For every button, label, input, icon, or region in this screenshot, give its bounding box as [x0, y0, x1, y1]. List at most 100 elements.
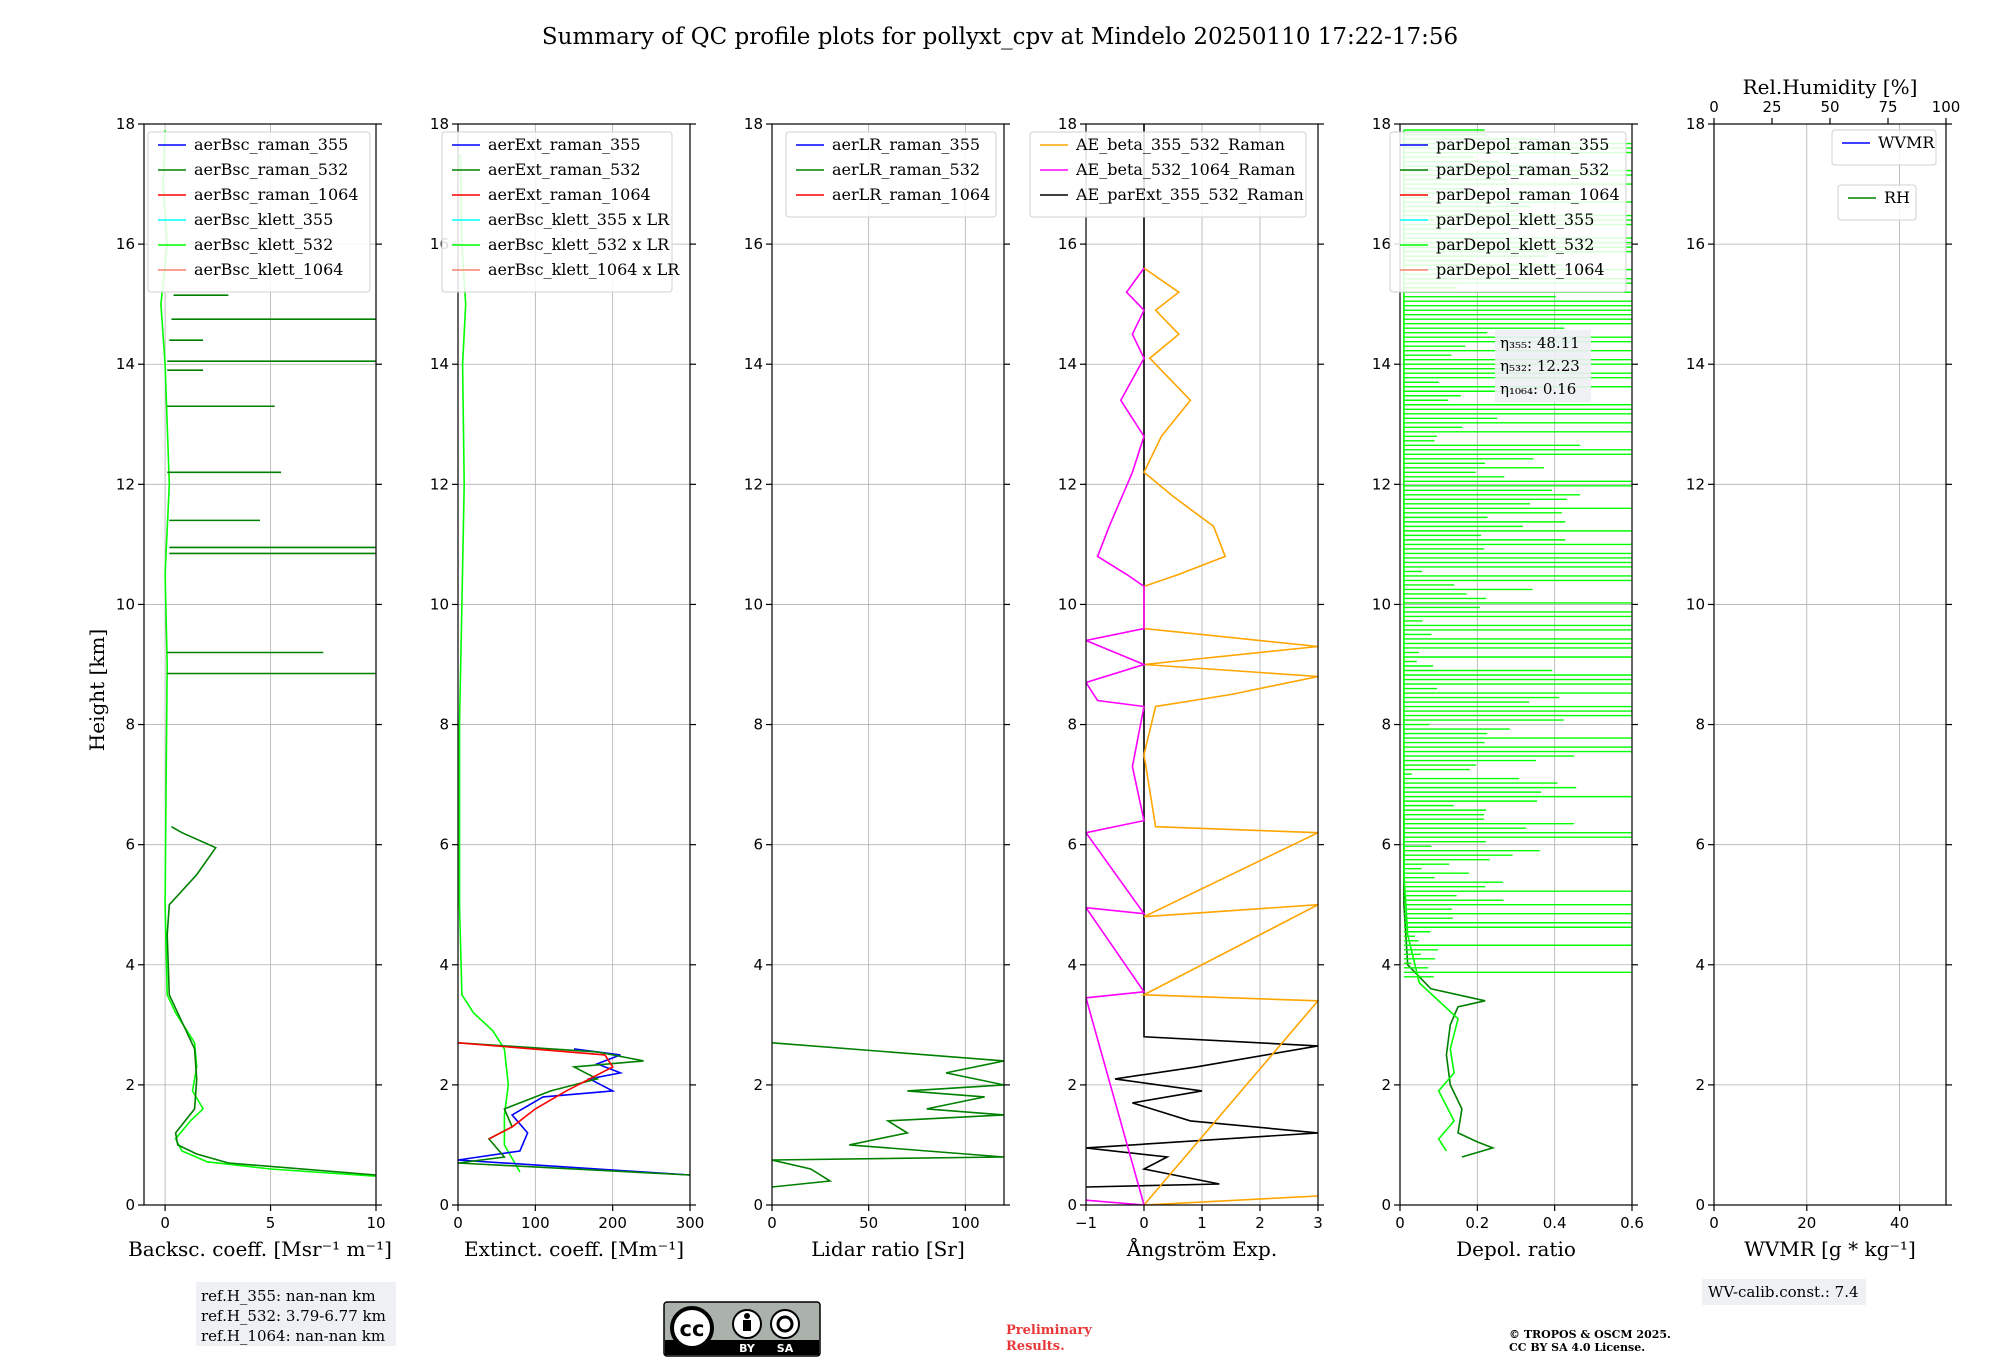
y-tick-label: 6	[439, 836, 449, 854]
axes-frame	[771, 123, 1005, 1206]
cc-icon	[670, 1306, 714, 1350]
top-x-tick-label: 75	[1878, 98, 1897, 116]
legend-entry: aerBsc_raman_1064	[194, 185, 359, 204]
legend-entry: WVMR	[1878, 133, 1935, 152]
y-tick-label: 18	[1372, 115, 1391, 133]
y-tick-label: 18	[116, 115, 135, 133]
x-tick-label: 300	[676, 1214, 705, 1232]
x-tick-label: 2	[1255, 1214, 1265, 1232]
x-tick-label: −1	[1075, 1214, 1097, 1232]
y-tick-label: 18	[1058, 115, 1077, 133]
y-tick-label: 2	[1067, 1076, 1077, 1094]
y-tick-label: 8	[439, 716, 449, 734]
series-aerLR_raman_532	[772, 1042, 1004, 1188]
legend-entry: parDepol_klett_1064	[1436, 260, 1605, 279]
legend-entry: parDepol_raman_355	[1436, 135, 1609, 154]
y-tick-label: 8	[753, 716, 763, 734]
series-aerBsc_raman_532	[166, 826, 376, 1176]
series-AE_parExt_355_532_Raman	[1086, 124, 1318, 1188]
y-tick-label: 2	[1381, 1076, 1391, 1094]
cc-sa-label: SA	[777, 1342, 794, 1355]
legend-entry: AE_beta_532_1064_Raman	[1075, 160, 1295, 179]
y-tick-label: 12	[116, 475, 135, 493]
legend-entry: aerLR_raman_532	[832, 160, 980, 179]
y-tick-label: 0	[1067, 1196, 1077, 1214]
y-tick-label: 14	[744, 355, 763, 373]
eta-note: η₃₅₅: 48.11 η₅₃₂: 12.23 η₁₀₆₄: 0.16	[1495, 330, 1591, 402]
y-tick-label: 14	[430, 355, 449, 373]
panel-bsc: 0 5 10 0 2 4 6 8 10 12 14 16 18 Backsc. coeff. [Msr⁻¹…	[116, 115, 392, 1261]
y-tick-label: 16	[116, 235, 135, 253]
top-x-tick-label: 50	[1820, 98, 1839, 116]
top-x-tick-label: 25	[1762, 98, 1781, 116]
top-x-axis-label: Rel.Humidity [%]	[1743, 75, 1918, 99]
legend-entry: parDepol_raman_532	[1436, 160, 1609, 179]
sa-share-icon	[770, 1309, 800, 1339]
x-tick-label: 1	[1197, 1214, 1207, 1232]
y-tick-label: 10	[744, 595, 763, 613]
y-tick-label: 18	[1686, 115, 1705, 133]
y-tick-label: 0	[753, 1196, 763, 1214]
legend-entry: aerBsc_klett_532 x LR	[488, 235, 670, 254]
x-tick-label: 100	[951, 1214, 980, 1232]
legend-entry: aerExt_raman_355	[488, 135, 641, 154]
series-aerExt_raman_355	[458, 1048, 690, 1176]
legend-entry: aerBsc_klett_532	[194, 235, 333, 254]
ref-h-532: ref.H_532: 3.79-6.77 km	[201, 1307, 386, 1325]
copyright-line2: CC BY SA 4.0 License.	[1509, 1341, 1645, 1354]
y-tick-label: 6	[125, 836, 135, 854]
y-tick-label: 0	[1381, 1196, 1391, 1214]
y-tick-label: 4	[439, 956, 449, 974]
wv-calib-note: WV-calib.const.: 7.4	[1702, 1279, 1866, 1305]
y-tick-label: 16	[1372, 235, 1391, 253]
x-tick-label: 20	[1797, 1214, 1816, 1232]
y-tick-label: 10	[1686, 595, 1705, 613]
legend-entry: parDepol_klett_532	[1436, 235, 1594, 254]
eta-355: η₃₅₅: 48.11	[1500, 334, 1580, 352]
copyright-line1: © TROPOS & OSCM 2025.	[1509, 1328, 1671, 1341]
axes-frame	[1399, 123, 1633, 1206]
series-AE_beta_532_1064_Raman	[1086, 267, 1147, 1205]
series-aerExt_raman_532	[458, 1042, 690, 1176]
legend	[147, 131, 371, 293]
x-tick-label: 40	[1890, 1214, 1909, 1232]
x-tick-label: 200	[598, 1214, 627, 1232]
preliminary-line1: Preliminary	[1006, 1323, 1092, 1338]
legend-entry: aerBsc_raman_532	[194, 160, 348, 179]
y-tick-label: 14	[1686, 355, 1705, 373]
y-tick-label: 12	[1058, 475, 1077, 493]
ref-h-1064: ref.H_1064: nan-nan km	[201, 1327, 385, 1345]
panel-depol: 0 0.2 0.4 0.6 0 2 4 6 8 10 12 14 16 18 Depol. ratio par…	[1372, 115, 1644, 1261]
y-tick-label: 14	[116, 355, 135, 373]
legend-entry: aerBsc_klett_355	[194, 210, 333, 229]
legend-entry: aerBsc_klett_1064 x LR	[488, 260, 680, 279]
y-tick-label: 18	[744, 115, 763, 133]
series-AE_beta_355_532_Raman	[1140, 267, 1318, 1205]
y-tick-label: 6	[753, 836, 763, 854]
y-tick-label: 8	[125, 716, 135, 734]
wv-calib-const: WV-calib.const.: 7.4	[1708, 1283, 1859, 1301]
legend	[1029, 131, 1307, 218]
legend-entry: parDepol_raman_1064	[1436, 185, 1620, 204]
x-tick-label: 0	[1139, 1214, 1149, 1232]
y-tick-label: 8	[1381, 716, 1391, 734]
cc-mark: cc	[680, 1317, 705, 1341]
x-tick-label: 0	[453, 1214, 463, 1232]
legend	[1389, 131, 1627, 293]
y-tick-label: 12	[1686, 475, 1705, 493]
top-x-tick-label: 100	[1932, 98, 1961, 116]
x-tick-label: 0.4	[1543, 1214, 1567, 1232]
legend-entry: aerExt_raman_532	[488, 160, 641, 179]
series-aerExt_raman_1064	[458, 1042, 614, 1140]
x-axis-label: Ångström Exp.	[1126, 1236, 1277, 1261]
y-tick-label: 2	[439, 1076, 449, 1094]
cc-license-badge: cc BY SA	[663, 1301, 821, 1357]
x-tick-label: 100	[521, 1214, 550, 1232]
y-tick-label: 16	[1058, 235, 1077, 253]
y-tick-label: 0	[1695, 1196, 1705, 1214]
y-axis-label: Height [km]	[85, 629, 109, 751]
y-tick-label: 4	[1067, 956, 1077, 974]
eta-532: η₅₃₂: 12.23	[1500, 357, 1580, 375]
